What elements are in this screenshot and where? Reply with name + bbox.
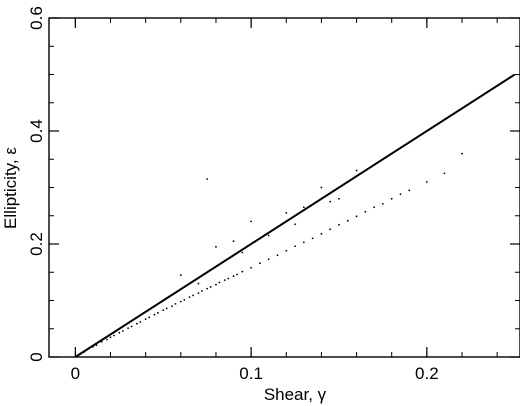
data-point <box>127 327 129 330</box>
fit-line <box>74 73 516 358</box>
data-point <box>227 277 230 280</box>
data-point <box>171 305 173 308</box>
data-point <box>355 169 358 172</box>
data-point <box>364 210 367 213</box>
fit-lines <box>74 73 516 358</box>
data-point <box>215 245 217 248</box>
y-tick-label: 0.4 <box>27 119 46 143</box>
data-point <box>236 273 238 276</box>
data-point <box>144 318 147 321</box>
data-point <box>206 178 209 180</box>
tick-labels: 0 0.1 0.2 0 0.2 0.4 0.6 <box>27 6 439 383</box>
data-point <box>241 270 244 273</box>
data-point <box>390 197 393 200</box>
data-point <box>162 309 165 312</box>
data-point <box>106 338 108 341</box>
data-point <box>179 300 182 303</box>
data-point <box>408 189 411 192</box>
data-point <box>206 287 209 290</box>
data-point <box>425 180 428 183</box>
data-point <box>232 240 235 243</box>
data-point <box>109 336 112 339</box>
data-point <box>329 228 332 231</box>
data-point <box>188 296 191 299</box>
data-point <box>118 331 121 334</box>
y-axis-label: Ellipticity, ε <box>1 147 20 229</box>
data-point <box>148 316 151 319</box>
data-point <box>121 330 124 332</box>
plot-frame <box>48 17 520 358</box>
data-point <box>311 237 314 240</box>
data-point <box>179 274 182 276</box>
data-point <box>135 322 138 325</box>
x-tick-label: 0.2 <box>415 364 439 383</box>
data-point <box>329 200 332 203</box>
y-tick-label: 0.2 <box>27 232 46 256</box>
data-point <box>294 245 296 248</box>
data-point <box>209 286 212 288</box>
data-point <box>461 152 463 155</box>
data-point <box>165 307 168 310</box>
tick-marks <box>49 17 520 358</box>
data-point <box>200 289 203 292</box>
data-point <box>346 219 349 222</box>
y-tick-label: 0 <box>27 352 46 361</box>
data-point <box>215 283 217 286</box>
data-point <box>113 334 115 337</box>
x-axis-label: Shear, γ <box>264 385 327 404</box>
y-tick-label: 0.6 <box>27 6 46 30</box>
data-point <box>294 223 296 226</box>
data-point <box>338 223 340 226</box>
data-point <box>130 325 133 328</box>
x-tick-label: 0 <box>71 364 80 383</box>
data-point <box>285 212 288 214</box>
data-point <box>373 206 376 209</box>
x-tick-label: 0.1 <box>239 364 263 383</box>
data-point <box>232 275 235 278</box>
data-point <box>302 241 305 244</box>
data-point <box>302 206 305 209</box>
data-point <box>197 282 200 285</box>
data-point <box>320 186 323 189</box>
scatter-points <box>83 152 463 353</box>
data-point <box>218 281 221 284</box>
data-point <box>174 302 177 305</box>
data-point <box>285 249 288 252</box>
data-point <box>250 220 253 223</box>
data-point <box>338 197 340 200</box>
data-point <box>157 312 159 314</box>
data-point <box>223 279 226 282</box>
data-point <box>153 313 156 316</box>
data-point <box>399 193 402 196</box>
data-point <box>183 299 186 301</box>
data-point <box>192 294 195 297</box>
data-point <box>320 232 323 235</box>
data-point <box>258 262 261 265</box>
data-point <box>276 254 279 257</box>
data-point <box>443 172 446 175</box>
data-point <box>267 234 270 237</box>
data-point <box>250 266 253 269</box>
data-point <box>382 202 384 205</box>
data-point <box>139 321 142 323</box>
data-point <box>355 215 358 218</box>
data-point <box>241 251 244 254</box>
data-point <box>267 258 270 261</box>
data-point <box>197 292 200 295</box>
